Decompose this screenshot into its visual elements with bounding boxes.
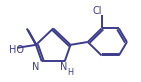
Text: N: N <box>60 62 67 72</box>
Text: Cl: Cl <box>92 6 102 16</box>
Text: H: H <box>67 68 74 77</box>
Text: HO: HO <box>9 45 24 55</box>
Text: N: N <box>32 62 40 72</box>
